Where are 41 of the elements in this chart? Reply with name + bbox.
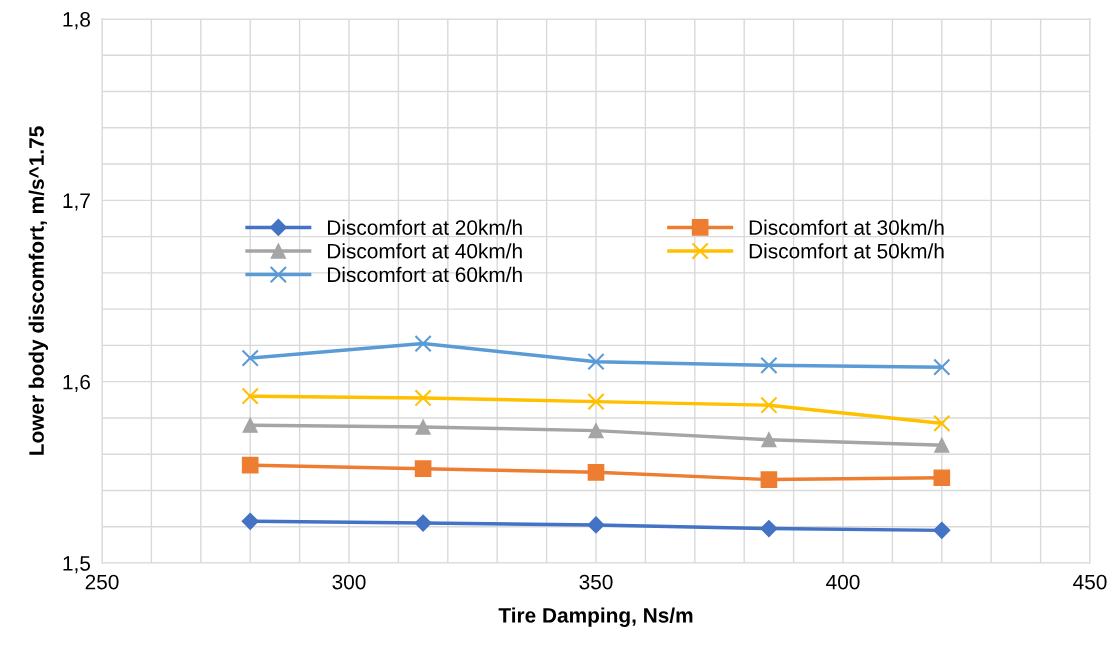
point bbox=[933, 358, 951, 376]
point bbox=[241, 387, 259, 405]
point bbox=[242, 417, 258, 433]
point bbox=[241, 512, 259, 530]
x-tick-label: 400 bbox=[826, 574, 860, 590]
point bbox=[933, 521, 951, 539]
y-tick-label: 1,8 bbox=[63, 12, 90, 30]
point bbox=[587, 353, 605, 371]
point bbox=[760, 356, 778, 375]
x-tick-label: 450 bbox=[1073, 574, 1107, 590]
point bbox=[760, 471, 778, 488]
x-tick-label: 300 bbox=[332, 574, 366, 590]
y-tick-label: 1,7 bbox=[63, 193, 90, 211]
point bbox=[587, 516, 605, 534]
x-tick-label: 350 bbox=[579, 574, 613, 590]
x-axis-title: Tire Damping, Ns/m bbox=[498, 607, 693, 627]
point bbox=[241, 456, 259, 474]
legend-label: Discomfort at 20km/h bbox=[327, 219, 522, 235]
point bbox=[761, 432, 777, 448]
point bbox=[414, 514, 432, 532]
point bbox=[933, 414, 951, 433]
point bbox=[241, 349, 259, 367]
point bbox=[414, 460, 432, 478]
x-tick-label: 250 bbox=[85, 574, 119, 590]
point bbox=[760, 519, 778, 538]
y-tick-label: 1,6 bbox=[63, 374, 90, 392]
legend-label: Discomfort at 30km/h bbox=[749, 219, 944, 235]
point bbox=[587, 463, 605, 481]
point bbox=[934, 437, 950, 453]
point bbox=[587, 392, 605, 411]
y-axis-title: Lower body discomfort, m/s^1.75 bbox=[28, 126, 49, 455]
point bbox=[414, 334, 432, 353]
point bbox=[414, 389, 432, 407]
point bbox=[760, 396, 778, 414]
point bbox=[933, 469, 951, 487]
legend-label: Discomfort at 60km/h bbox=[327, 266, 522, 283]
legend-label: Discomfort at 40km/h bbox=[327, 243, 522, 259]
point bbox=[415, 419, 431, 435]
point bbox=[588, 422, 604, 439]
legend-label: Discomfort at 50km/h bbox=[749, 243, 944, 259]
y-tick-label: 1,5 bbox=[63, 556, 91, 574]
